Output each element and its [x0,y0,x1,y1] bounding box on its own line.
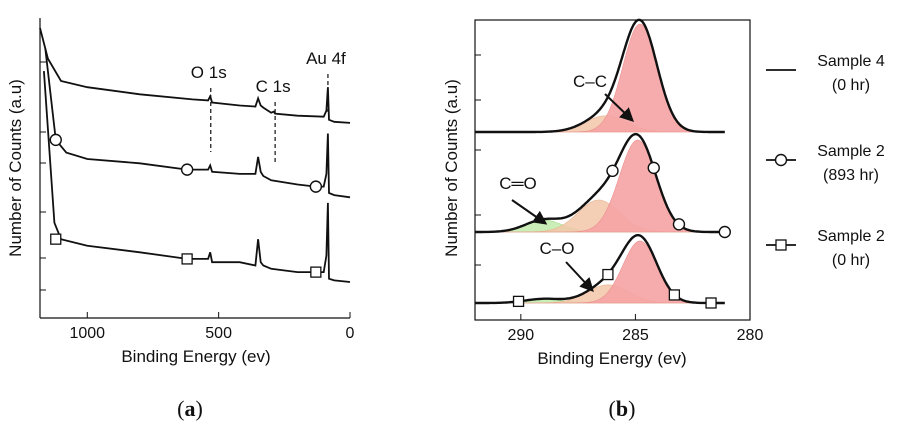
panel-a-series-2-marker-2 [310,266,322,278]
panel-b-y-axis-title: Number of Counts (a.u) [442,79,461,257]
legend-2-label-2: (0 hr) [832,252,870,269]
panel-a-series-1-marker-1 [180,163,194,176]
panel-b-frame [474,19,751,321]
panel-a-survey-chart: 1000 500 0 O 1s C 1s Au 4f Binding Energy (e… [6,18,355,366]
panel-b-x-tick-label-1: 285 [622,327,649,344]
legend-2-label-1: Sample 2 [817,228,885,245]
panel-b-series-2-marker-1 [602,268,614,281]
panel-a-series-0-line [39,27,351,124]
panel-a-x-axis-title: Binding Energy (ev) [121,347,270,366]
panel-b-annotation-arrow-2 [565,261,594,293]
legend-1-label-1: Sample 2 [817,143,885,160]
legend-0-label-2: (0 hr) [832,77,870,94]
panel-b-annotation-1: C═O [499,174,537,193]
legend-0-label-1: Sample 4 [817,53,885,70]
legend-2-marker [775,239,787,251]
panel-b-x-tick-label-0: 290 [507,327,534,344]
panel-b-x-tick-label-2: 280 [737,327,764,344]
panel-a-series-1-marker-2 [309,180,323,193]
panel-b-series-1-marker-1 [647,161,660,175]
panel-b-series-2-marker-2 [668,289,681,301]
panel-a-x-tick-label-1: 500 [205,325,232,342]
legend-1-label-2: (893 hr) [823,167,879,184]
panel-a-label: (a) [177,396,203,421]
panel-a-x-tick-label-0: 1000 [69,325,105,342]
panel-a-annotation-0: O 1s [191,63,227,82]
panel-b-series-2-marker-3 [705,297,717,309]
panel-a-annotation-1: C 1s [256,77,291,96]
panel-a-series-2-marker-0 [50,233,62,245]
panel-a-x-tick-label-2: 0 [346,325,355,342]
panel-a-series-1-line [44,48,351,199]
panel-a-annotation-2: Au 4f [306,49,346,68]
panel-b-annotation-0: C–C [573,72,607,91]
panel-b-c1s-chart: 290 285 280 C–CC═OC–O Binding Energy (ev) … [442,18,885,368]
panel-a-series-1-marker-0 [49,133,62,147]
panel-a-series-2-marker-1 [181,253,193,265]
panel-b-label: (b) [609,396,636,421]
panel-b-annotation-arrow-1 [511,199,548,225]
panel-b-series-2-marker-0 [512,295,525,308]
panel-b-x-axis-title: Binding Energy (ev) [537,349,686,368]
panel-b-annotation-2: C–O [540,239,575,258]
panel-a-series-2-line [43,71,351,283]
panel-b-series-0-line [475,18,725,134]
panel-b-series-1-marker-0 [606,164,619,178]
panel-b-annotation-arrow-0 [604,93,635,122]
panel-b-series-1-marker-2 [672,218,686,231]
panel-a-y-axis-title: Number of Counts (a.u) [6,79,25,257]
legend-1-marker [774,153,788,167]
panel-b-series-1-marker-3 [718,225,731,239]
